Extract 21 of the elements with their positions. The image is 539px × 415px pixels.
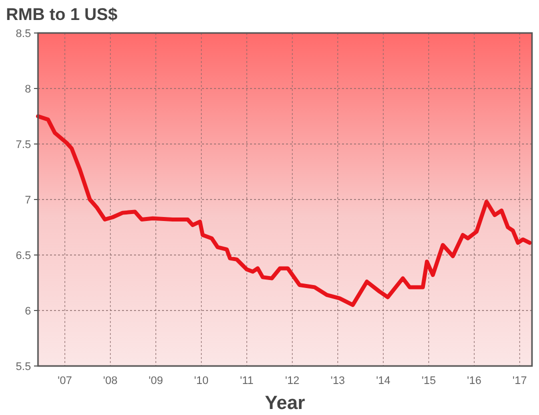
x-axis-title: Year — [264, 393, 306, 414]
x-tick-label: '11 — [240, 375, 254, 387]
x-tick-label: '10 — [194, 375, 208, 387]
x-tick-label: '12 — [285, 375, 300, 387]
y-tick-label: 6 — [24, 305, 31, 318]
y-tick-label: 6.5 — [16, 250, 31, 262]
y-tick-label: 7 — [24, 194, 31, 206]
x-tick-label: '08 — [103, 375, 118, 387]
x-tick-label: '07 — [58, 375, 72, 387]
line-series — [36, 114, 532, 307]
x-tick-label: '14 — [376, 375, 390, 387]
chart-title: RMB to 1 US$ — [6, 5, 118, 24]
y-tick-label: 8.5 — [16, 28, 31, 40]
x-tick-label: '13 — [330, 375, 345, 387]
x-tick-label: '17 — [512, 375, 527, 387]
y-tick-label: 8 — [24, 83, 31, 96]
x-tick-label: '09 — [148, 375, 163, 387]
y-tick-label: 5.5 — [16, 360, 31, 373]
x-tick-label: '15 — [422, 375, 436, 387]
x-tick-label: '16 — [467, 375, 482, 387]
y-tick-label: 7.5 — [16, 138, 31, 151]
